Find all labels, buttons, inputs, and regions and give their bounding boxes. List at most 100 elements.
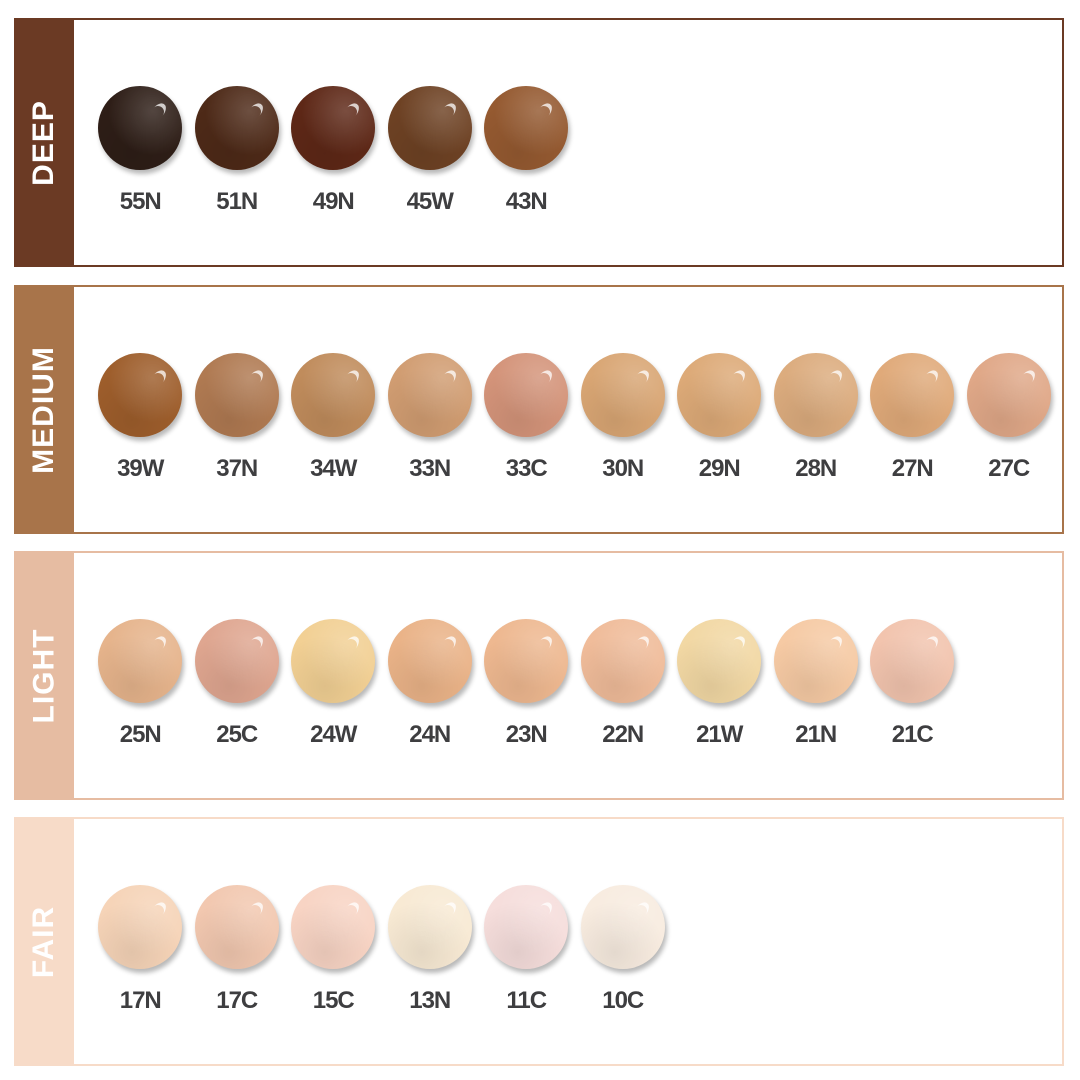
shade-swatch[interactable]: 25C (189, 619, 286, 749)
shade-swatch[interactable]: 23N (478, 619, 575, 749)
shade-swatch[interactable]: 15C (285, 885, 382, 1015)
shade-name: 11C (506, 987, 547, 1014)
shade-name: 33N (409, 455, 451, 482)
shade-name: 23N (505, 721, 548, 748)
shade-color-dot (98, 619, 183, 703)
shade-name: 49N (312, 188, 355, 215)
shade-name: 22N (602, 721, 644, 748)
group-label: DEEP (27, 99, 61, 186)
shade-name: 27N (891, 455, 934, 482)
shade-name: 28N (795, 455, 837, 482)
shade-color-dot (773, 353, 858, 437)
shade-swatch[interactable]: 30N (575, 353, 672, 483)
shade-color-dot (870, 353, 955, 437)
shade-color-dot (194, 353, 279, 437)
shade-swatch[interactable]: 22N (575, 619, 672, 749)
shade-color-dot (387, 86, 472, 170)
shade-swatch[interactable]: 29N (671, 353, 768, 483)
shade-name: 21W (696, 721, 743, 748)
shade-swatch[interactable]: 24W (285, 619, 382, 749)
shade-color-dot (387, 885, 472, 969)
shade-name: 34W (310, 455, 357, 482)
shade-swatch[interactable]: 13N (382, 885, 479, 1015)
shade-color-dot (870, 619, 955, 703)
shade-color-dot (580, 619, 665, 703)
shade-color-dot (98, 86, 183, 170)
shade-swatch[interactable]: 55N (92, 86, 189, 216)
shade-color-dot (387, 353, 472, 437)
shade-name: 25C (216, 721, 258, 748)
swatch-list: 17N 17C 15C 13N 11C 10C (92, 885, 671, 1015)
shade-color-dot (484, 885, 569, 969)
shade-color-dot (387, 619, 472, 703)
shade-color-dot (194, 86, 279, 170)
group-label: LIGHT (27, 628, 60, 723)
shade-name: 24W (310, 721, 357, 748)
shade-swatch[interactable]: 51N (189, 86, 286, 216)
shade-color-dot (484, 619, 569, 703)
shade-swatch[interactable]: 10C (575, 885, 672, 1015)
shade-color-dot (580, 885, 665, 969)
group-label: MEDIUM (27, 345, 60, 474)
swatch-list: 55N 51N 49N 45W 43N (92, 86, 575, 216)
shade-swatch[interactable]: 17N (92, 885, 189, 1015)
shade-swatch[interactable]: 21C (864, 619, 961, 749)
shade-color-dot (677, 619, 762, 703)
shade-name: 21N (795, 721, 837, 748)
shade-swatch[interactable]: 27C (961, 353, 1058, 483)
shade-swatch[interactable]: 33C (478, 353, 575, 483)
shade-name: 33C (505, 455, 548, 482)
swatch-list: 39W 37N 34W 33N 33C 30N 29N 28N 27N 27C (92, 353, 1057, 483)
shade-name: 37N (216, 455, 258, 482)
shade-swatch[interactable]: 17C (189, 885, 286, 1015)
shade-group-medium: MEDIUM 39W 37N 34W 33N 33C 30N 29N 28N 27N 27C (14, 285, 1064, 534)
shade-name: 51N (216, 188, 258, 215)
shade-name: 27C (988, 455, 1030, 482)
group-band: MEDIUM (14, 285, 74, 534)
group-band: DEEP (14, 18, 74, 267)
shade-swatch[interactable]: 28N (768, 353, 865, 483)
shade-swatch[interactable]: 43N (478, 86, 575, 216)
shade-swatch[interactable]: 21N (768, 619, 865, 749)
shade-name: 45W (406, 188, 454, 215)
shade-name: 17N (119, 987, 162, 1014)
group-band: LIGHT (14, 551, 74, 800)
shade-name: 24N (409, 721, 451, 748)
shade-name: 13N (409, 987, 451, 1014)
swatch-list: 25N 25C 24W 24N 23N 22N 21W 21N 21C (92, 619, 961, 749)
shade-group-deep: DEEP 55N 51N 49N 45W 43N (14, 18, 1064, 267)
shade-name: 25N (119, 721, 162, 748)
group-band: FAIR (14, 817, 74, 1066)
shade-color-dot (291, 86, 376, 170)
shade-name: 43N (505, 188, 548, 215)
shade-color-dot (966, 353, 1051, 437)
shade-color-dot (194, 885, 279, 969)
shade-color-dot (194, 619, 279, 703)
shade-name: 10C (602, 987, 644, 1014)
shade-swatch[interactable]: 49N (285, 86, 382, 216)
shade-color-dot (291, 353, 376, 437)
shade-color-dot (98, 353, 183, 437)
shade-name: 39W (117, 455, 164, 482)
shade-swatch[interactable]: 25N (92, 619, 189, 749)
shade-color-dot (484, 86, 569, 170)
shade-swatch[interactable]: 39W (92, 353, 189, 483)
shade-name: 55N (119, 188, 162, 215)
shade-color-dot (291, 619, 376, 703)
shade-swatch[interactable]: 37N (189, 353, 286, 483)
shade-swatch[interactable]: 45W (382, 86, 479, 216)
shade-color-dot (484, 353, 569, 437)
shade-swatch[interactable]: 33N (382, 353, 479, 483)
shade-name: 29N (698, 455, 741, 482)
shade-swatch[interactable]: 11C (478, 885, 575, 1015)
shade-name: 21C (891, 721, 934, 748)
shade-group-fair: FAIR 17N 17C 15C 13N 11C 10C (14, 817, 1064, 1066)
shade-swatch[interactable]: 34W (285, 353, 382, 483)
shade-color-dot (98, 885, 183, 969)
shade-swatch[interactable]: 27N (864, 353, 961, 483)
shade-name: 30N (602, 455, 644, 482)
shade-swatch[interactable]: 21W (671, 619, 768, 749)
shade-swatch[interactable]: 24N (382, 619, 479, 749)
shade-color-dot (580, 353, 665, 437)
shade-color-dot (773, 619, 858, 703)
